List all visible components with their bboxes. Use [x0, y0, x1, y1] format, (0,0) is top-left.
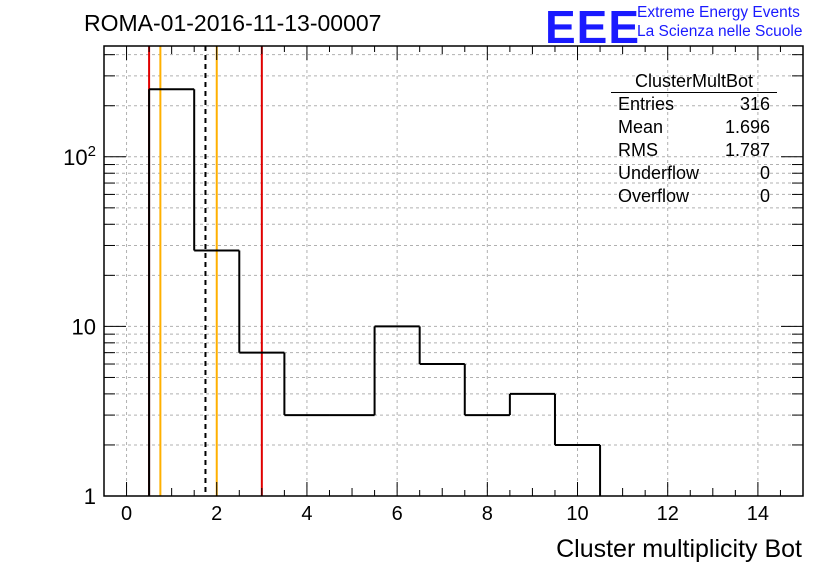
- logo-caption-line2: La Scienza nelle Scuole: [637, 23, 803, 40]
- stats-value: 0: [759, 163, 770, 183]
- y-tick-label: 1: [84, 484, 96, 509]
- logo-caption-line1: Extreme Energy Events: [637, 4, 800, 21]
- stats-row-entries: Entries 316: [611, 93, 777, 116]
- stats-label: Underflow: [618, 163, 700, 183]
- x-tick-label: 4: [301, 503, 312, 525]
- axis-tick-labels: 0 2 4 6 8 10 12 14 1 10 102: [63, 143, 769, 525]
- x-tick-label: 6: [392, 503, 403, 525]
- stats-label: Entries: [618, 94, 675, 114]
- y-tick-label: 102: [63, 143, 96, 170]
- x-tick-label: 10: [566, 503, 588, 525]
- stats-box: ClusterMultBot Entries 316 Mean 1.696 RM…: [611, 70, 777, 208]
- stats-row-overflow: Overflow 0: [611, 185, 777, 208]
- stats-value: 0: [759, 186, 770, 206]
- x-tick-label: 14: [747, 503, 769, 525]
- marker-lines: [148, 46, 263, 496]
- y-tick-label: 10: [72, 314, 96, 339]
- x-axis-label: Cluster multiplicity Bot: [556, 535, 802, 563]
- eee-logo: EEE: [545, 1, 641, 53]
- stats-row-underflow: Underflow 0: [611, 162, 777, 185]
- chart-title: ROMA-01-2016-11-13-00007: [84, 10, 382, 36]
- logo-caption: Extreme Energy Events La Scienza nelle S…: [637, 3, 802, 41]
- plot-frame: [103, 45, 804, 497]
- stats-row-mean: Mean 1.696: [611, 116, 777, 139]
- stats-label: Overflow: [618, 186, 690, 206]
- stats-row-rms: RMS 1.787: [611, 139, 777, 162]
- histogram-series: [148, 88, 602, 496]
- stats-value: 316: [739, 94, 770, 114]
- stats-value: 1.787: [724, 140, 770, 160]
- stats-label: RMS: [618, 140, 658, 160]
- stats-label: Mean: [618, 117, 664, 137]
- x-tick-label: 0: [121, 503, 132, 525]
- stats-title: ClusterMultBot: [611, 70, 777, 93]
- axis-ticks: [104, 46, 804, 497]
- stats-value: 1.696: [724, 117, 770, 137]
- x-tick-label: 12: [657, 503, 679, 525]
- x-tick-label: 2: [211, 503, 222, 525]
- x-tick-label: 8: [482, 503, 493, 525]
